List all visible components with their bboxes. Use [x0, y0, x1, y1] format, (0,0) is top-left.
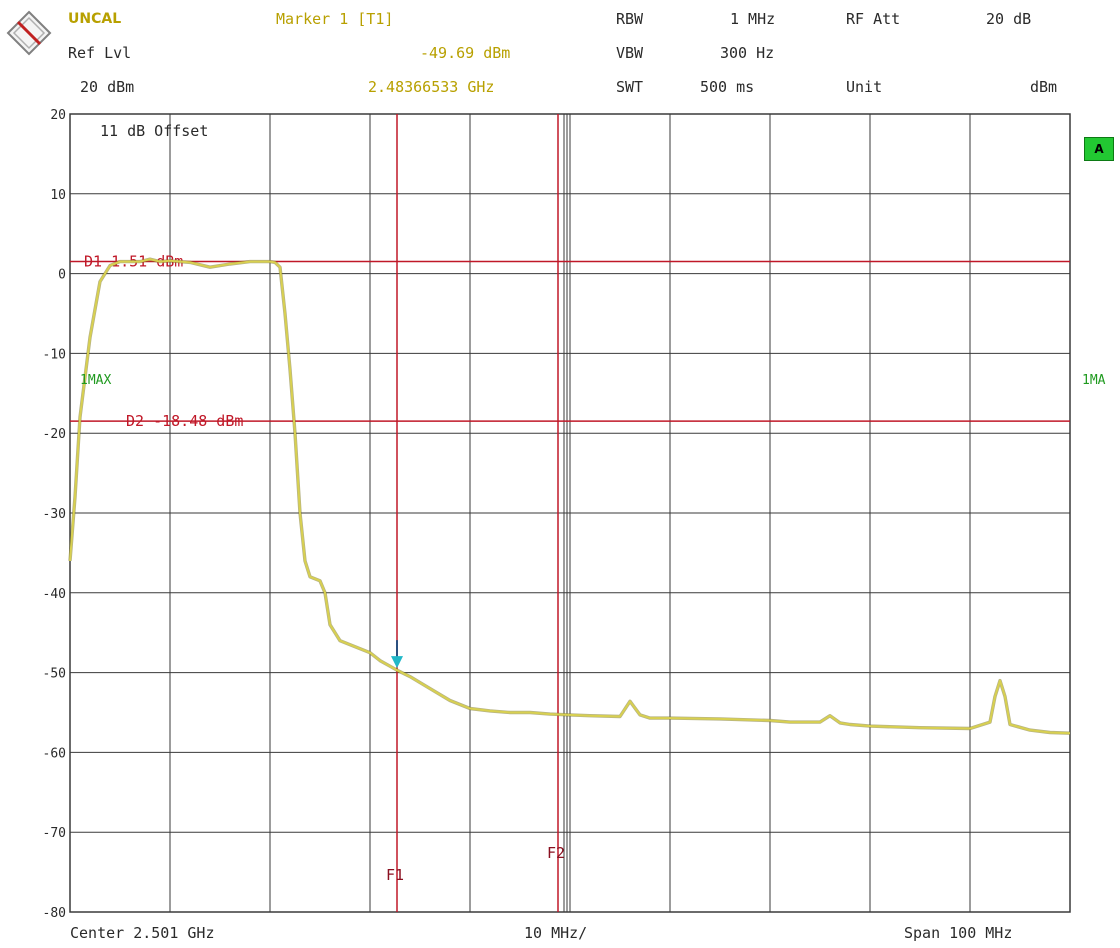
rbw-value: 1 MHz [730, 10, 776, 28]
display-line-label-d2: D2 -18.48 dBm [126, 412, 243, 430]
rf-attenuation-label: RF Att [846, 10, 901, 28]
y-tick-label: -60 [43, 746, 66, 761]
marker-1-icon [391, 656, 403, 669]
unit-value: dBm [1030, 78, 1058, 96]
trace-layer [68, 257, 1071, 735]
y-tick-label: -50 [43, 667, 66, 682]
center-frequency: Center 2.501 GHz [70, 924, 215, 942]
ref-level-value: 20 dBm [80, 78, 135, 96]
y-tick-label: -30 [43, 507, 66, 522]
span-value: Span 100 MHz [904, 924, 1013, 942]
uncal-indicator: UNCAL [68, 11, 122, 27]
trace-max-label-right: 1MA [1082, 373, 1106, 388]
y-tick-label: -20 [43, 427, 66, 442]
y-tick-label: 0 [58, 268, 66, 283]
y-axis-ticks: 20 10 0 -10 -20 -30 -40 -50 -60 -70 -80 [43, 108, 66, 921]
y-tick-label: -80 [43, 906, 66, 921]
y-tick-label: -70 [43, 826, 66, 841]
frequency-line-label-f2: F2 [547, 844, 565, 862]
unit-label: Unit [846, 78, 883, 96]
y-tick-label: -10 [43, 347, 66, 362]
trace-max-label: 1MAX [80, 373, 112, 388]
marker-frequency: 2.48366533 GHz [368, 78, 495, 96]
ref-level-label: Ref Lvl [68, 44, 132, 62]
marker-layer [391, 640, 403, 669]
rohde-schwarz-logo-icon [6, 10, 52, 56]
division-scale: 10 MHz/ [524, 924, 588, 942]
plot-grid [70, 114, 1070, 912]
frequency-lines: F1 F2 [386, 114, 568, 912]
marker-level: -49.69 dBm [420, 44, 511, 62]
rf-attenuation-value: 20 dB [986, 10, 1032, 28]
y-tick-label: 20 [50, 108, 66, 123]
vbw-label: VBW [616, 44, 644, 62]
marker-title: Marker 1 [T1] [276, 10, 394, 28]
rbw-label: RBW [616, 10, 644, 28]
y-tick-label: -40 [43, 587, 66, 602]
sweep-time-label: SWT [616, 78, 644, 96]
frequency-line-label-f1: F1 [386, 866, 404, 884]
vbw-value: 300 Hz [720, 44, 775, 62]
trace-a-badge: A [1084, 137, 1114, 161]
trace-line [69, 258, 1071, 735]
y-tick-label: 10 [50, 188, 66, 203]
offset-label: 11 dB Offset [100, 122, 209, 140]
sweep-time-value: 500 ms [700, 78, 755, 96]
